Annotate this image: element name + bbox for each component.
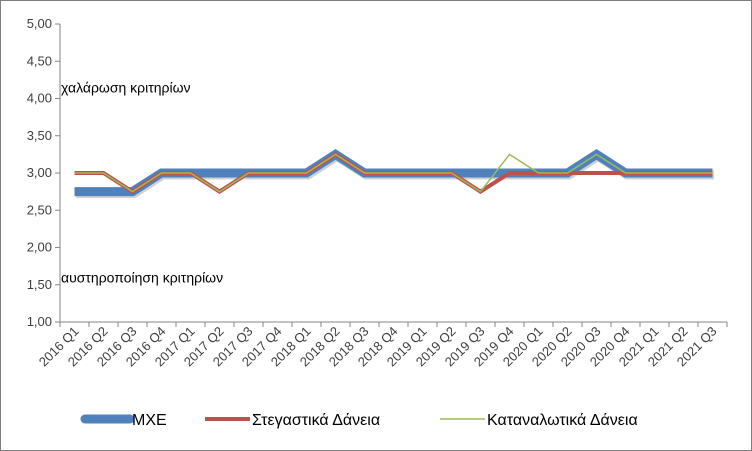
legend-label-2: Στεγαστικά Δάνεια (252, 412, 380, 429)
legend: ΜΧΕ Στεγαστικά Δάνεια Καταναλωτικά Δάνεια (80, 412, 638, 429)
y-tick-label: 4,00 (27, 91, 52, 106)
y-tick-label: 2,50 (27, 202, 52, 217)
y-tick-label: 3,50 (27, 128, 52, 143)
y-tick-label: 2,00 (27, 240, 52, 255)
annotations: χαλάρωση κριτηρίων αυστηροποίηση κριτηρίω… (61, 79, 223, 285)
y-tick-label: 5,00 (27, 16, 52, 31)
series-line-3 (74, 153, 713, 193)
legend-label-3: Καταναλωτικά Δάνεια (487, 412, 638, 429)
legend-label-1: ΜΧΕ (132, 412, 167, 429)
series-lines (74, 149, 714, 199)
y-tick-label: 3,00 (27, 165, 52, 180)
annotation-tightening: αυστηροποίηση κριτηρίων (61, 269, 223, 285)
y-tick-label: 4,50 (27, 53, 52, 68)
y-tick-label: 1,50 (27, 277, 52, 292)
y-tick-label: 1,00 (27, 314, 52, 329)
y-tick-labels: 1,00 1,50 2,00 2,50 3,00 3,50 4,00 4,50 5,00 (27, 16, 60, 329)
annotation-easing: χαλάρωση κριτηρίων (61, 79, 191, 95)
